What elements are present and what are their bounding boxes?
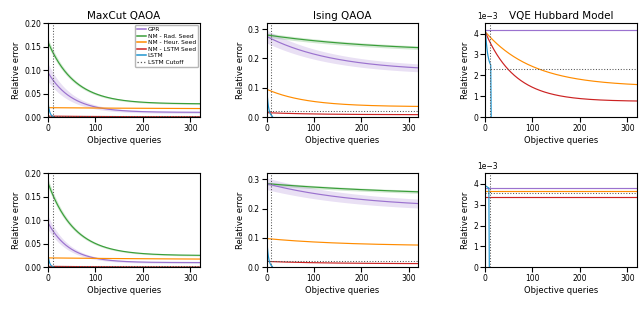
Y-axis label: Relative error: Relative error [236,192,244,249]
X-axis label: Objective queries: Objective queries [87,286,161,295]
Y-axis label: Relative error: Relative error [12,192,21,249]
X-axis label: Objective queries: Objective queries [524,136,598,145]
Y-axis label: Relative error: Relative error [461,192,470,249]
X-axis label: Objective queries: Objective queries [305,136,380,145]
X-axis label: Objective queries: Objective queries [87,136,161,145]
Title: VQE Hubbard Model: VQE Hubbard Model [509,11,613,21]
Title: MaxCut QAOA: MaxCut QAOA [87,11,161,21]
Y-axis label: Relative error: Relative error [12,41,21,99]
X-axis label: Objective queries: Objective queries [305,286,380,295]
Y-axis label: Relative error: Relative error [461,41,470,99]
Y-axis label: Relative error: Relative error [236,41,244,99]
Title: Ising QAOA: Ising QAOA [313,11,372,21]
X-axis label: Objective queries: Objective queries [524,286,598,295]
Legend: GPR, NM - Rad. Seed, NM - Heur. Seed, NM - LSTM Seed, LSTM, LSTM Cutoff: GPR, NM - Rad. Seed, NM - Heur. Seed, NM… [135,25,198,67]
